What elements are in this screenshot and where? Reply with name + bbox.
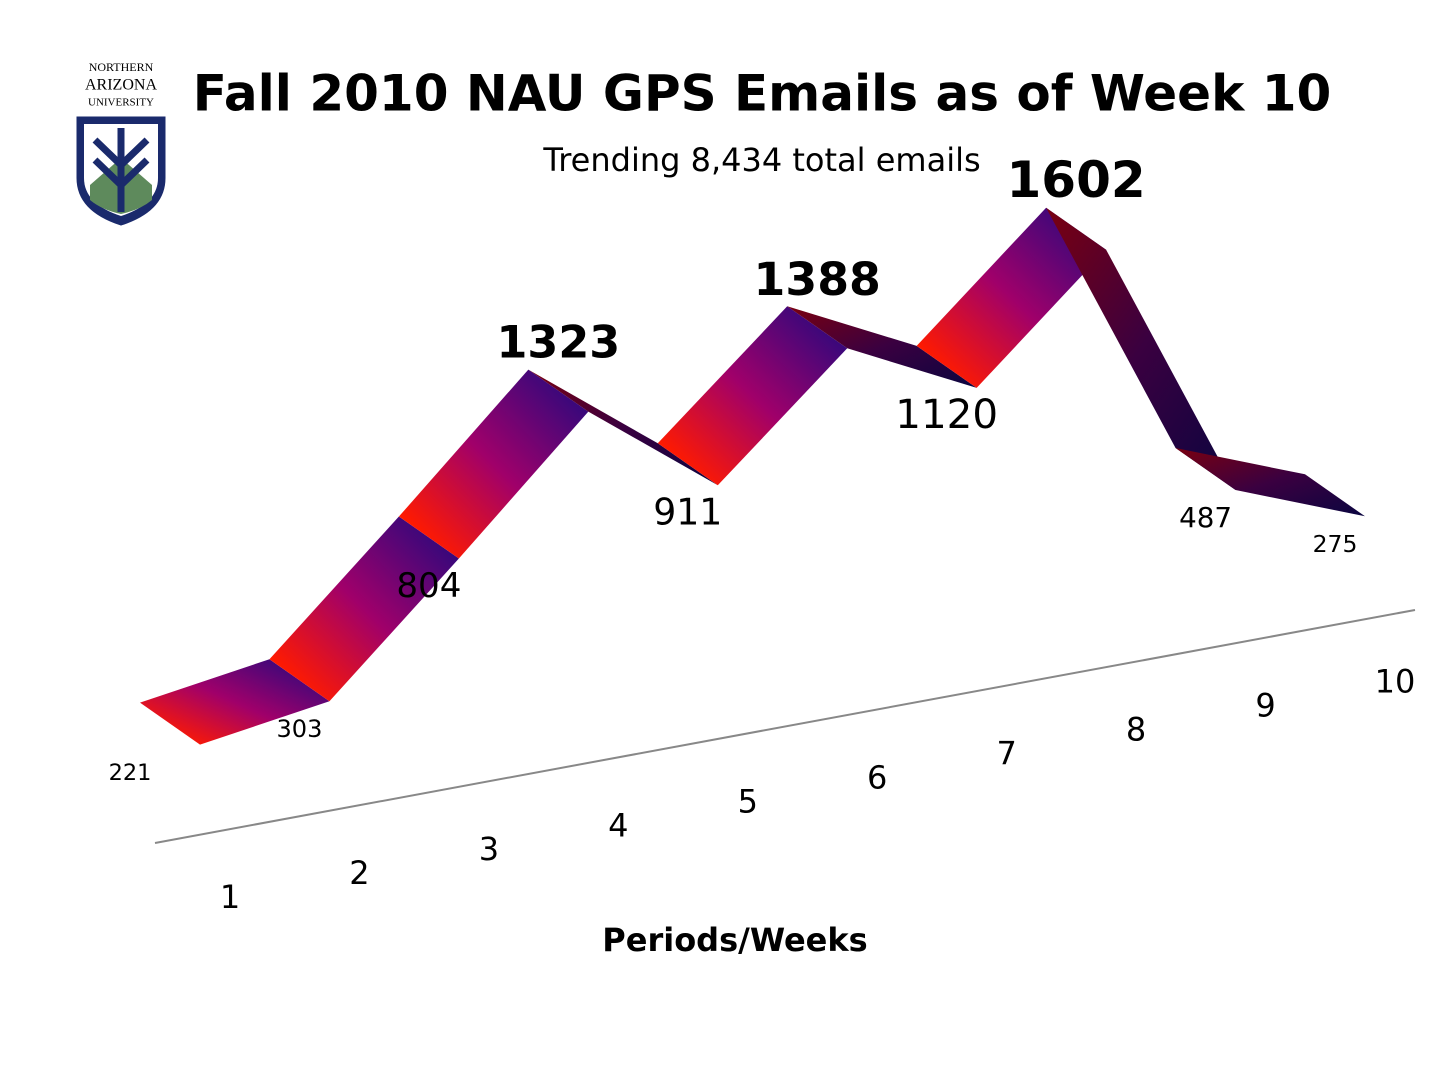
data-label: 804 (396, 566, 461, 606)
chart-subtitle: Trending 8,434 total emails (542, 141, 980, 179)
ribbon-segment (528, 369, 718, 486)
logo-text: UNIVERSITY (88, 97, 154, 109)
ribbon-segment (398, 369, 589, 559)
x-axis-label: Periods/Weeks (602, 921, 867, 959)
data-label: 911 (653, 490, 722, 533)
x-tick-label: 6 (867, 758, 887, 796)
data-label: 1602 (1006, 151, 1145, 209)
data-label: 487 (1179, 501, 1232, 534)
data-label: 275 (1313, 530, 1358, 558)
x-tick-label: 5 (738, 782, 758, 820)
data-label: 1120 (895, 390, 998, 438)
data-label: 303 (276, 715, 322, 743)
ribbon-segment (787, 306, 977, 388)
chart-title: Fall 2010 NAU GPS Emails as of Week 10 (193, 65, 1332, 123)
logo-text: NORTHERN (89, 60, 154, 74)
x-tick-label: 4 (608, 806, 628, 844)
logo-tree-lines (92, 128, 150, 212)
data-label: 1388 (754, 253, 881, 306)
x-tick-label: 8 (1126, 710, 1146, 748)
x-axis-line (154, 609, 1416, 844)
ribbon-segment (1046, 207, 1236, 491)
data-label: 221 (109, 760, 152, 786)
logo-text: ARIZONA (85, 77, 157, 94)
ribbon-segment (916, 207, 1107, 388)
ribbon-segment (269, 516, 459, 702)
x-tick-label: 2 (349, 854, 369, 892)
data-label: 1323 (496, 318, 620, 369)
ribbon-segment (140, 659, 330, 745)
x-tick-label: 1 (220, 878, 240, 916)
x-tick-label: 3 (479, 830, 499, 868)
x-tick-label: 10 (1375, 663, 1416, 701)
ribbon-segment (1175, 448, 1365, 517)
x-tick-label: 9 (1255, 687, 1275, 725)
x-tick-label: 7 (996, 734, 1016, 772)
ribbon-segment (657, 306, 848, 486)
logo: NORTHERN ARIZONA UNIVERSITY (76, 60, 166, 226)
